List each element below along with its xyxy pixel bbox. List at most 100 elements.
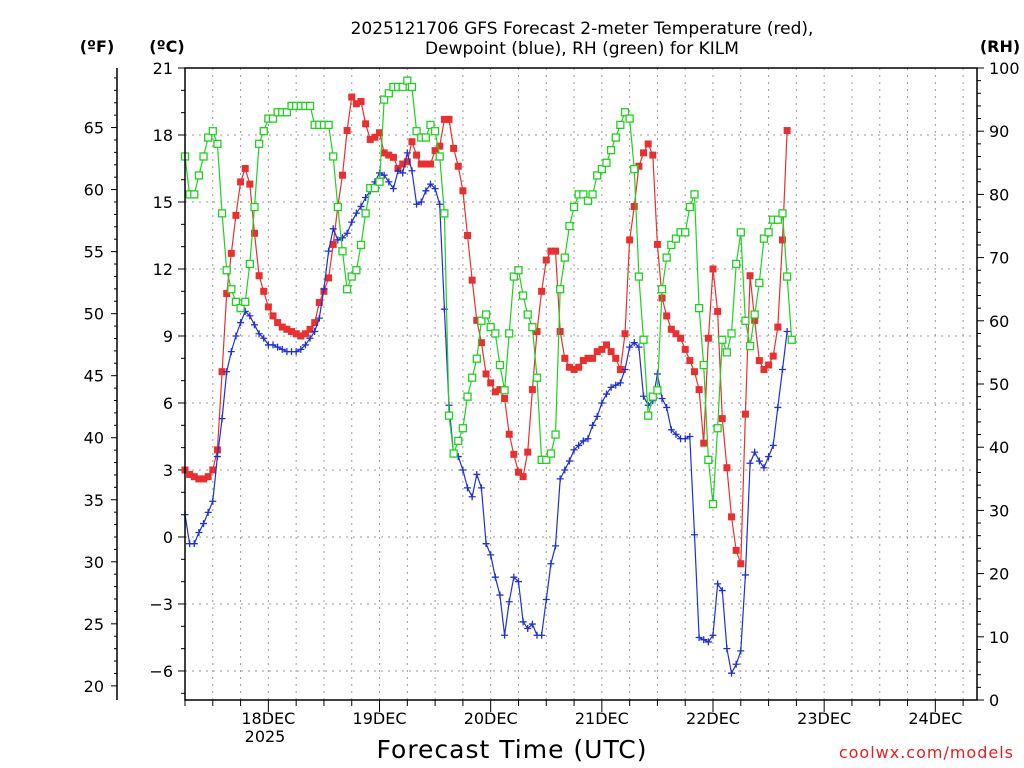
- data-point: [737, 560, 745, 568]
- data-point: [653, 240, 661, 248]
- data-point: [528, 322, 537, 332]
- data-point: [723, 645, 731, 653]
- data-point: [690, 368, 698, 376]
- data-point: [737, 647, 745, 655]
- data-point: [556, 475, 564, 483]
- data-point: [607, 348, 615, 356]
- data-point: [431, 185, 439, 193]
- data-point: [468, 493, 476, 501]
- data-point: [487, 379, 495, 387]
- data-point: [380, 95, 389, 104]
- data-point: [348, 218, 356, 226]
- data-point: [690, 190, 699, 199]
- data-point: [690, 531, 698, 539]
- data-point: [755, 457, 763, 465]
- x-tick-label: 23DEC: [797, 709, 851, 728]
- data-point: [616, 379, 624, 387]
- data-point: [514, 266, 523, 275]
- data-point: [589, 421, 597, 429]
- data-point: [292, 330, 300, 338]
- data-point: [403, 76, 412, 85]
- data-point: [255, 330, 263, 338]
- data-point: [759, 234, 769, 243]
- series-dewpoint: [181, 149, 791, 677]
- data-point: [552, 247, 560, 255]
- data-point: [338, 171, 346, 179]
- data-point: [505, 430, 513, 438]
- data-point: [658, 395, 666, 403]
- data-point: [538, 631, 546, 639]
- credit-text: coolwx.com/models: [839, 743, 1014, 762]
- data-point: [200, 475, 208, 483]
- data-point: [329, 240, 337, 248]
- data-point: [245, 259, 254, 269]
- data-point: [681, 228, 690, 237]
- data-point: [718, 587, 726, 595]
- data-point: [194, 171, 204, 180]
- data-point: [356, 240, 366, 250]
- data-point: [357, 202, 365, 210]
- data-point: [709, 631, 717, 639]
- data-point: [593, 412, 601, 420]
- data-point: [417, 160, 425, 168]
- data-point: [227, 348, 235, 356]
- data-point: [190, 190, 199, 199]
- data-point: [519, 473, 527, 481]
- data-point: [297, 345, 305, 353]
- data-point: [621, 365, 629, 373]
- data-point: [764, 228, 773, 237]
- data-point: [510, 450, 518, 458]
- celsius-tick-label: 6: [163, 394, 173, 413]
- data-point: [487, 551, 495, 559]
- data-point: [681, 435, 689, 443]
- data-point: [593, 348, 601, 356]
- data-point: [398, 82, 407, 92]
- data-point: [727, 329, 736, 338]
- data-point: [259, 127, 268, 136]
- data-point: [366, 135, 374, 143]
- data-point: [305, 101, 315, 111]
- data-point: [685, 202, 694, 212]
- data-point: [362, 120, 370, 128]
- x-axis: 18DEC 19DEC 20DEC 21DEC 22DEC 23DEC 24DEC: [184, 700, 964, 728]
- data-point: [301, 330, 309, 338]
- data-point: [482, 370, 490, 378]
- data-point: [741, 571, 749, 579]
- data-point: [663, 312, 671, 320]
- data-point: [241, 164, 249, 172]
- data-point: [700, 439, 708, 447]
- data-point: [408, 138, 416, 146]
- data-point: [626, 343, 634, 351]
- data-point: [426, 120, 435, 130]
- celsius-tick-label: 0: [163, 528, 173, 547]
- data-point: [616, 365, 624, 373]
- data-point: [728, 513, 736, 521]
- data-point: [579, 190, 588, 199]
- data-point: [338, 247, 347, 256]
- data-point: [486, 322, 495, 332]
- data-point: [477, 339, 485, 347]
- data-point: [704, 455, 713, 464]
- data-point: [584, 354, 592, 362]
- data-point: [232, 211, 240, 219]
- data-point: [538, 287, 546, 295]
- data-point: [501, 395, 509, 403]
- data-point: [440, 115, 448, 123]
- data-point: [561, 466, 569, 474]
- data-point: [713, 424, 722, 433]
- data-point: [422, 187, 430, 195]
- data-point: [274, 319, 282, 327]
- data-point: [602, 158, 611, 167]
- data-point: [602, 341, 610, 349]
- data-point: [524, 448, 532, 456]
- data-point: [500, 386, 509, 395]
- data-point: [246, 180, 254, 188]
- data-point: [444, 411, 454, 420]
- data-point: [473, 470, 481, 478]
- data-point: [343, 127, 351, 135]
- data-point: [329, 152, 338, 161]
- data-point: [329, 225, 337, 233]
- data-point: [575, 441, 583, 449]
- data-point: [454, 162, 462, 170]
- data-point: [704, 638, 712, 646]
